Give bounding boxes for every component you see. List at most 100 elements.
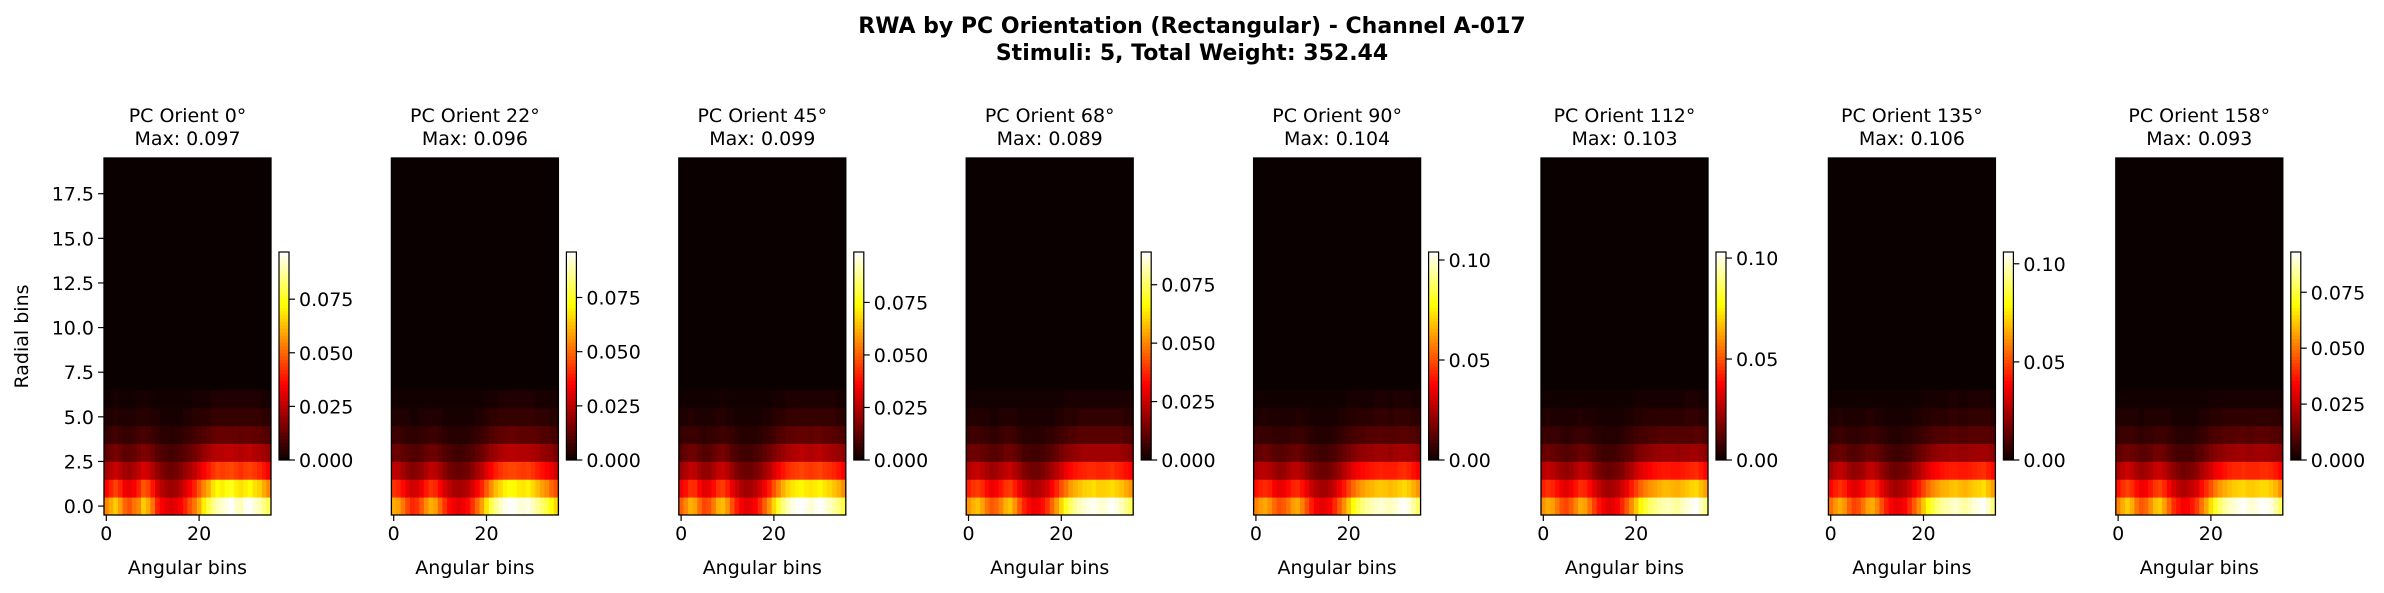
- heatmap-cell: [196, 443, 202, 462]
- heatmap-cell: [447, 479, 453, 498]
- colorbar-step: [2003, 366, 2014, 371]
- heatmap-cell: [785, 407, 791, 427]
- heatmap-cell: [1337, 443, 1343, 462]
- heatmap-cell: [804, 479, 810, 498]
- panel-title: PC Orient 158°: [2128, 105, 2270, 127]
- heatmap-cell: [155, 443, 161, 462]
- heatmap-cell: [484, 443, 490, 462]
- colorbar-step: [2003, 297, 2014, 302]
- heatmap-cell: [1703, 443, 1709, 462]
- heatmap-cell: [2185, 443, 2191, 462]
- colorbar-step: [1141, 428, 1152, 433]
- heatmap-cell: [980, 425, 986, 444]
- heatmap-cell: [1958, 461, 1964, 480]
- heatmap-cell: [182, 425, 188, 444]
- heatmap-cell: [1374, 407, 1380, 427]
- colorbar-step: [279, 342, 289, 347]
- colorbar-step: [853, 425, 864, 430]
- heatmap-cell: [1615, 390, 1621, 409]
- heatmap-cell: [224, 407, 230, 427]
- heatmap-cell: [512, 497, 518, 516]
- colorbar-step: [853, 324, 864, 329]
- heatmap-cell: [104, 461, 110, 480]
- heatmap-cell: [1341, 461, 1347, 480]
- heatmap-cell: [1392, 479, 1398, 498]
- heatmap-cell: [817, 461, 824, 480]
- colorbar-step: [2003, 310, 2014, 315]
- heatmap-cell: [998, 479, 1004, 498]
- heatmap-cell: [1615, 497, 1621, 516]
- heatmap-cell: [1939, 497, 1945, 516]
- heatmap-cell: [1374, 390, 1380, 409]
- heatmap-cell: [173, 443, 179, 462]
- colorbar-step: [1141, 453, 1152, 458]
- heatmap-cell: [1304, 407, 1310, 427]
- axes-frame: [103, 157, 272, 516]
- colorbar-step: [1141, 321, 1152, 326]
- heatmap-cell: [1007, 497, 1013, 516]
- heatmap-cell: [460, 425, 467, 444]
- heatmap-cell: [2120, 407, 2126, 427]
- heatmap-cell: [1870, 407, 1876, 427]
- colorbar-step: [566, 390, 577, 395]
- heatmap-cell: [229, 407, 235, 427]
- heatmap-cell: [1953, 443, 1959, 462]
- heatmap-cell: [1888, 497, 1894, 516]
- colorbar-step: [2290, 369, 2301, 374]
- heatmap-cell: [1276, 443, 1282, 462]
- heatmap-cell: [2273, 443, 2279, 462]
- colorbar-step: [1716, 310, 1726, 315]
- heatmap-cell: [1638, 497, 1644, 516]
- heatmap-cell: [841, 425, 847, 444]
- heatmap-cell: [836, 425, 842, 444]
- heatmap-cell: [2143, 461, 2149, 480]
- heatmap-cell: [1388, 407, 1394, 427]
- colorbar-step: [2003, 262, 2014, 267]
- colorbar-step: [1716, 373, 1726, 378]
- heatmap-cell: [1267, 407, 1273, 427]
- heatmap-cell: [1021, 407, 1027, 427]
- heatmap-cell: [994, 407, 1000, 427]
- heatmap-cell: [1851, 497, 1857, 516]
- heatmap-cell: [2134, 443, 2140, 462]
- heatmap-cell: [437, 443, 443, 462]
- heatmap-cell: [1629, 479, 1635, 498]
- heatmap-cell: [1332, 425, 1338, 444]
- heatmap-cell: [409, 425, 415, 444]
- colorbar-step: [566, 421, 577, 426]
- colorbar-step: [279, 366, 289, 371]
- heatmap-cell: [1100, 461, 1106, 480]
- heatmap-cell: [1638, 407, 1644, 427]
- heatmap-cell: [553, 407, 559, 427]
- heatmap-cell: [1962, 479, 1968, 498]
- heatmap-cell: [1058, 407, 1065, 427]
- heatmap-cell: [822, 479, 828, 498]
- colorbar-step: [2290, 404, 2301, 409]
- heatmap-cell: [1327, 497, 1333, 516]
- heatmap-cell: [1568, 461, 1574, 480]
- heatmap-cell: [706, 497, 712, 516]
- heatmap-cell: [173, 407, 179, 427]
- colorbar-step: [566, 265, 577, 270]
- x-axis-label: Angular bins: [1565, 557, 1684, 579]
- heatmap-cell: [396, 443, 402, 462]
- colorbar-step: [1141, 252, 1152, 256]
- heatmap-cell: [984, 425, 990, 444]
- heatmap-cell: [1670, 407, 1676, 427]
- heatmap-cell: [2259, 425, 2265, 444]
- heatmap-cell: [1643, 407, 1649, 427]
- heatmap-cell: [2162, 390, 2168, 409]
- heatmap-cell: [122, 461, 128, 480]
- heatmap-cell: [2143, 497, 2149, 516]
- heatmap-cell: [794, 425, 800, 444]
- heatmap-cell: [970, 443, 976, 462]
- colorbar-step: [853, 446, 864, 451]
- heatmap-cell: [2264, 479, 2270, 498]
- heatmap-cell: [1402, 390, 1408, 409]
- heatmap-cell: [113, 497, 119, 516]
- heatmap-cell: [488, 407, 494, 427]
- heatmap-cell: [1327, 425, 1333, 444]
- colorbar-step: [1141, 317, 1152, 322]
- colorbar-step: [2003, 349, 2014, 354]
- heatmap-cell: [257, 443, 263, 462]
